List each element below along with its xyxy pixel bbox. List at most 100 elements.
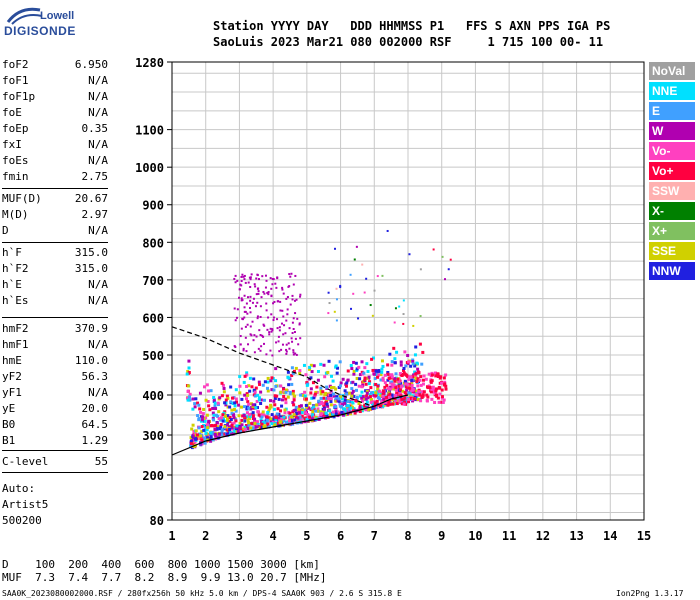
echo-point	[290, 419, 294, 423]
echo-point	[276, 318, 279, 321]
echo-point	[248, 389, 252, 393]
echo-point	[192, 434, 196, 438]
echo-point	[274, 416, 278, 420]
echo-point	[418, 378, 422, 382]
echo-point	[267, 291, 270, 294]
echo-point	[250, 334, 253, 337]
echo-point	[263, 419, 267, 423]
echo-point	[388, 352, 392, 356]
x-tick-label: 8	[404, 529, 411, 543]
echo-point	[319, 401, 323, 405]
chart-grid	[171, 62, 645, 520]
echo-point	[403, 350, 407, 354]
echo-point	[291, 298, 294, 301]
echo-point	[242, 347, 245, 350]
echo-point	[226, 423, 230, 427]
echo-point	[262, 335, 265, 338]
echo-point	[277, 397, 281, 401]
echo-points	[185, 229, 452, 450]
echo-point	[310, 396, 314, 400]
echo-point	[284, 390, 288, 394]
echo-point	[402, 402, 406, 406]
echo-point	[300, 414, 304, 418]
param-value: 20.0	[81, 402, 109, 415]
echo-point	[251, 426, 255, 430]
echo-point	[235, 400, 239, 404]
legend-item-w: W	[649, 122, 695, 140]
echo-point	[435, 394, 439, 398]
echo-point	[204, 438, 208, 442]
param-name: B0	[2, 418, 16, 431]
echo-point	[329, 393, 333, 397]
echo-point	[291, 371, 295, 375]
echo-point	[188, 392, 192, 396]
echo-point	[381, 378, 385, 382]
echo-point	[263, 424, 267, 428]
echo-point	[398, 392, 402, 396]
echo-point	[411, 375, 415, 379]
echo-point	[236, 279, 239, 282]
echo-point	[315, 403, 319, 407]
echo-point	[294, 337, 297, 340]
echo-point	[379, 404, 383, 408]
echo-point	[266, 376, 270, 380]
echo-point	[314, 415, 318, 419]
param-name: yF2	[2, 370, 22, 383]
echo-point	[304, 403, 308, 407]
param-row-params_group1-3: foE N/A	[2, 106, 108, 122]
echo-point	[211, 411, 215, 415]
echo-point	[299, 293, 302, 296]
echo-point	[269, 379, 273, 383]
echo-point	[292, 413, 296, 417]
echo-point	[259, 315, 262, 318]
x-tick-label: 15	[637, 529, 651, 543]
echo-point	[223, 410, 227, 414]
echo-point	[195, 433, 199, 437]
echo-point	[363, 378, 367, 382]
echo-point	[232, 421, 236, 425]
echo-point	[270, 330, 273, 333]
echo-point	[415, 389, 419, 393]
echo-point	[268, 333, 271, 336]
echo-point	[239, 428, 243, 432]
echo-point	[243, 419, 247, 423]
echo-point	[249, 325, 252, 328]
echo-point	[272, 302, 275, 305]
echo-point	[409, 364, 413, 368]
echo-point	[253, 390, 257, 394]
x-tick-label: 6	[337, 529, 344, 543]
echo-point	[322, 396, 326, 400]
echo-point	[274, 379, 278, 383]
echo-point	[270, 295, 273, 298]
echo-point	[194, 429, 198, 433]
echo-point	[251, 301, 254, 304]
echo-point	[381, 376, 385, 380]
echo-point	[407, 360, 411, 364]
echo-point	[411, 360, 415, 364]
echo-point	[433, 400, 437, 404]
x-tick-label: 5	[303, 529, 310, 543]
echo-point	[366, 369, 370, 373]
echo-point	[251, 414, 255, 418]
echo-point	[280, 348, 283, 351]
echo-point	[352, 292, 355, 295]
echo-point	[354, 398, 358, 402]
param-name: foF1p	[2, 90, 36, 103]
echo-point	[218, 396, 222, 400]
echo-point	[245, 350, 248, 353]
y-tick-label: 800	[142, 236, 164, 250]
echo-point	[246, 418, 250, 422]
echo-point	[432, 387, 436, 391]
echo-point	[393, 321, 396, 324]
echo-point	[403, 400, 407, 404]
echo-point	[371, 368, 375, 372]
echo-point	[250, 273, 253, 276]
echo-point	[405, 400, 409, 404]
echo-point	[365, 376, 369, 380]
echo-point	[292, 283, 295, 286]
echo-point	[286, 370, 290, 374]
echo-point	[243, 405, 247, 409]
x-tick-label: 14	[603, 529, 617, 543]
echo-point	[274, 282, 277, 285]
echo-point	[338, 384, 342, 388]
